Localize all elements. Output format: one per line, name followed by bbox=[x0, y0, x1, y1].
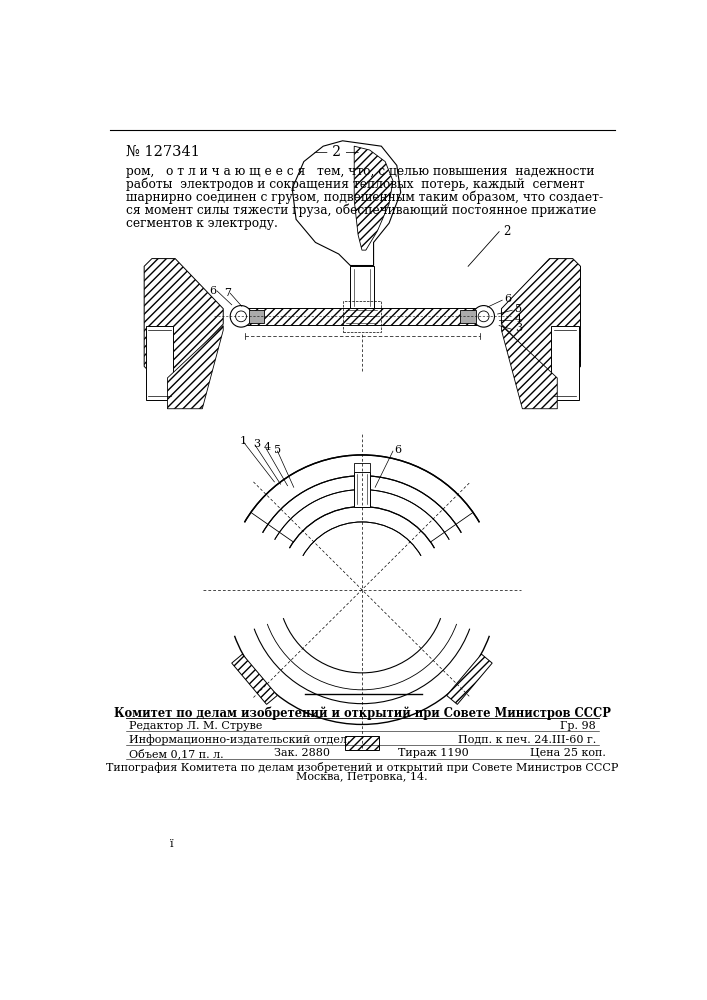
Bar bbox=[351, 266, 373, 308]
Circle shape bbox=[235, 311, 247, 322]
Text: 5: 5 bbox=[274, 445, 281, 455]
Polygon shape bbox=[232, 654, 277, 704]
Bar bbox=[237, 308, 488, 325]
Text: Редактор Л. М. Струве: Редактор Л. М. Струве bbox=[129, 721, 262, 731]
Text: — 2 —: — 2 — bbox=[314, 145, 359, 159]
Text: 4: 4 bbox=[515, 314, 522, 324]
Text: Цена 25 коп.: Цена 25 коп. bbox=[530, 748, 606, 758]
Polygon shape bbox=[168, 326, 223, 409]
Bar bbox=[354, 463, 370, 472]
Text: Информационно-издательский отдел.: Информационно-издательский отдел. bbox=[129, 734, 350, 745]
Polygon shape bbox=[501, 259, 580, 374]
Text: № 127341: № 127341 bbox=[126, 145, 199, 159]
Text: Типография Комитета по делам изобретений и открытий при Совете Министров СССР: Типография Комитета по делам изобретений… bbox=[106, 762, 618, 773]
Polygon shape bbox=[501, 326, 557, 409]
Bar bbox=[345, 736, 379, 750]
Circle shape bbox=[473, 306, 494, 327]
Text: Комитет по делам изобретений и открытий при Совете Министров СССР: Комитет по делам изобретений и открытий … bbox=[114, 707, 610, 720]
Text: Зак. 2880: Зак. 2880 bbox=[274, 748, 330, 758]
Circle shape bbox=[230, 306, 252, 327]
Polygon shape bbox=[354, 146, 393, 250]
Text: Тираж 1190: Тираж 1190 bbox=[398, 748, 469, 758]
Bar bbox=[551, 326, 578, 400]
Text: 6: 6 bbox=[395, 445, 402, 455]
Circle shape bbox=[478, 311, 489, 322]
Text: ром,   о т л и ч а ю щ е е с я   тем, что, с целью повышения  надежности: ром, о т л и ч а ю щ е е с я тем, что, с… bbox=[126, 165, 594, 178]
Polygon shape bbox=[447, 654, 492, 704]
Text: Объем 0,17 п. л.: Объем 0,17 п. л. bbox=[129, 748, 223, 759]
Text: шарнирно соединен с грузом, подвешенным таким образом, что создает-: шарнирно соединен с грузом, подвешенным … bbox=[126, 191, 602, 204]
Polygon shape bbox=[292, 141, 401, 266]
Text: 4: 4 bbox=[264, 442, 271, 452]
Text: 7: 7 bbox=[224, 288, 231, 298]
Bar bbox=[460, 310, 476, 323]
Text: Москва, Петровка, 14.: Москва, Петровка, 14. bbox=[296, 772, 428, 782]
Text: работы  электродов и сокращения тепловых  потерь, каждый  сегмент: работы электродов и сокращения тепловых … bbox=[126, 178, 584, 191]
Text: ї: ї bbox=[170, 839, 173, 849]
Text: 6: 6 bbox=[505, 294, 512, 304]
Text: 3: 3 bbox=[252, 439, 259, 449]
Text: 1: 1 bbox=[240, 436, 247, 446]
Bar bbox=[354, 472, 370, 507]
Text: 5: 5 bbox=[515, 304, 522, 314]
Text: сегментов к электроду.: сегментов к электроду. bbox=[126, 217, 277, 230]
Text: Гр. 98: Гр. 98 bbox=[560, 721, 596, 731]
Bar bbox=[343, 301, 381, 332]
Text: ся момент силы тяжести груза, обеспечивающий постоянное прижатие: ся момент силы тяжести груза, обеспечива… bbox=[126, 204, 596, 217]
Text: Подп. к печ. 24.III-60 г.: Подп. к печ. 24.III-60 г. bbox=[457, 734, 596, 744]
Text: 6: 6 bbox=[209, 286, 216, 296]
Text: 2: 2 bbox=[503, 225, 510, 238]
Bar bbox=[146, 326, 173, 400]
Polygon shape bbox=[144, 259, 223, 374]
Bar bbox=[249, 310, 264, 323]
Text: 3: 3 bbox=[515, 323, 522, 333]
